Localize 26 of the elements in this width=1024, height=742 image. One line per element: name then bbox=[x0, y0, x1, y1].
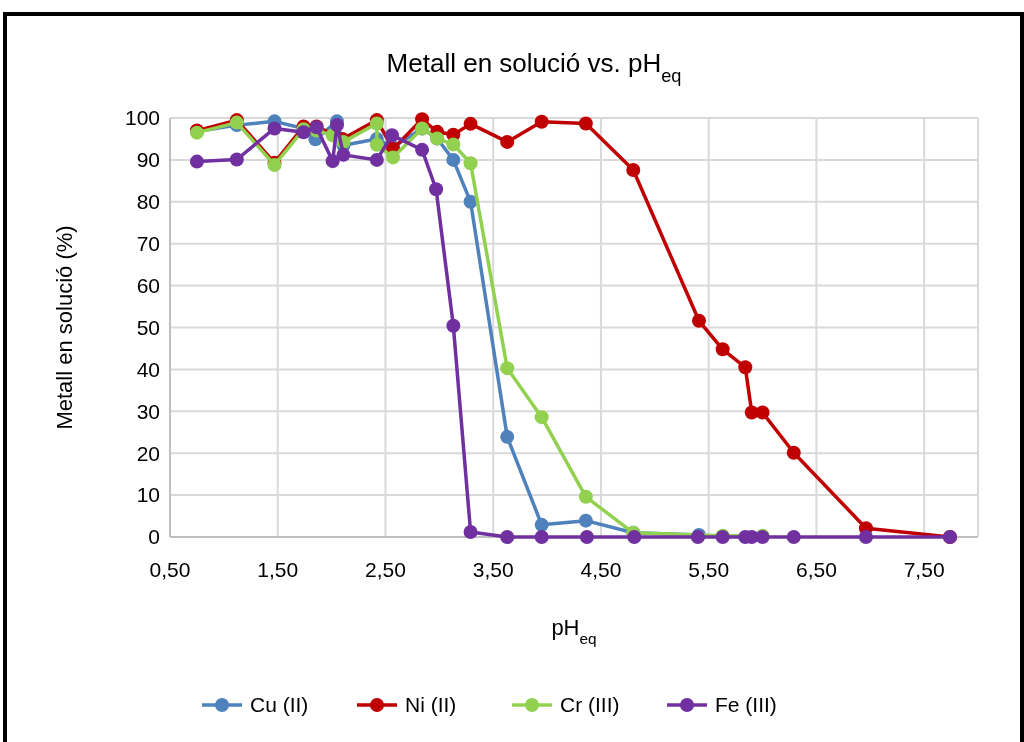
x-tick-label: 6,50 bbox=[795, 558, 837, 581]
y-tick-label: 90 bbox=[136, 148, 160, 172]
legend-label: Cr (III) bbox=[560, 693, 620, 717]
x-axis-title: pH$_{eq}$ bbox=[551, 615, 597, 647]
y-tick-label: 60 bbox=[136, 273, 160, 297]
x-tick-label: 4,50 bbox=[580, 558, 622, 581]
legend-label: Ni (II) bbox=[405, 693, 457, 717]
chart-title: Metall en solució vs. pH$_{eq}$ bbox=[386, 48, 682, 86]
y-tick-label: 10 bbox=[136, 483, 160, 507]
y-tick-label: 50 bbox=[136, 315, 160, 339]
y-tick-label: 80 bbox=[136, 190, 160, 214]
x-tick-label: 7,50 bbox=[903, 558, 945, 581]
y-tick-label: 30 bbox=[136, 399, 160, 423]
x-tick-label: 1,50 bbox=[257, 558, 299, 581]
x-tick-label: 2,50 bbox=[365, 558, 406, 581]
legend-label: Fe (III) bbox=[715, 693, 777, 717]
x-tick-label: 0,50 bbox=[149, 558, 191, 581]
y-axis-title: Metall en solució (%) bbox=[52, 225, 77, 430]
x-tick-label: 3,50 bbox=[472, 558, 514, 581]
y-tick-label: 70 bbox=[136, 232, 160, 256]
x-tick-label: 5,50 bbox=[688, 558, 730, 581]
y-tick-label: 40 bbox=[136, 357, 160, 381]
y-tick-label: 20 bbox=[136, 441, 160, 465]
legend-label: Cu (II) bbox=[250, 693, 309, 717]
y-tick-label: 0 bbox=[148, 525, 160, 549]
y-tick-label: 100 bbox=[124, 106, 160, 130]
